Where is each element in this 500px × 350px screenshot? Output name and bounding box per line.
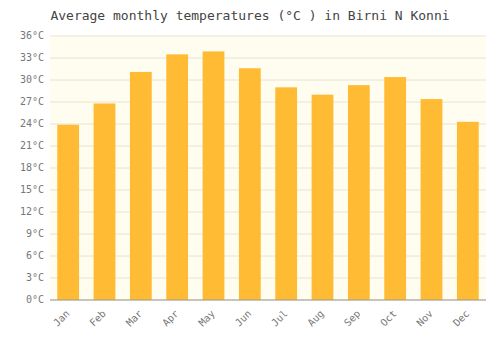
x-tick-label: Jul [269, 308, 290, 329]
grid-line [50, 80, 486, 81]
x-tick-label: Aug [305, 308, 326, 329]
bars [57, 51, 478, 300]
y-tick-labels: 0°C 3°C 6°C 9°C 12°C 15°C 18°C 21°C 24°C 27°C 30°C… [20, 30, 44, 305]
grid-line [50, 58, 486, 59]
y-tick-label: 24°C [20, 118, 44, 129]
y-tick-label: 36°C [20, 30, 44, 41]
x-tick-label: May [196, 308, 217, 329]
bar [421, 99, 443, 300]
bar [94, 103, 116, 300]
y-tick-label: 27°C [20, 96, 44, 107]
chart-container: 0°C 3°C 6°C 9°C 12°C 15°C 18°C 21°C 24°C 27°C 30°C… [0, 0, 500, 350]
y-grid [50, 36, 486, 300]
y-tick-label: 6°C [26, 250, 44, 261]
y-tick-label: 15°C [20, 184, 44, 195]
chart-svg: 0°C 3°C 6°C 9°C 12°C 15°C 18°C 21°C 24°C 27°C 30°C… [0, 0, 500, 350]
y-tick-label: 21°C [20, 140, 44, 151]
bar [130, 72, 152, 300]
x-tick-label: Jun [233, 308, 254, 329]
bar [57, 125, 79, 300]
y-tick-label: 0°C [26, 294, 44, 305]
bar [457, 122, 479, 300]
x-tick-label: Nov [414, 308, 435, 329]
x-tick-label: Jan [51, 308, 72, 329]
x-tick-label: Feb [87, 308, 108, 329]
x-tick-label: Sep [342, 308, 363, 329]
bar [384, 77, 406, 300]
y-tick-label: 12°C [20, 206, 44, 217]
bar [348, 85, 370, 300]
bar [239, 68, 261, 300]
y-tick-label: 30°C [20, 74, 44, 85]
x-tick-label: Oct [378, 308, 399, 329]
bar [203, 51, 225, 300]
bar [166, 54, 188, 300]
x-tick-label: Dec [451, 308, 472, 329]
bar [312, 95, 334, 300]
x-axis-line [50, 300, 486, 301]
x-tick-label: Apr [160, 308, 181, 329]
y-tick-label: 33°C [20, 52, 44, 63]
y-tick-label: 3°C [26, 272, 44, 283]
plot-background [50, 36, 486, 300]
bar [275, 87, 297, 300]
grid-line [50, 300, 486, 301]
y-tick-label: 18°C [20, 162, 44, 173]
grid-line [50, 36, 486, 37]
x-tick-labels: Jan Feb Mar Apr May Jun Jul Aug Sep Oct Nov Dec [51, 308, 471, 329]
chart-title: Average monthly temperatures (°C ) in Bi… [50, 8, 449, 23]
x-tick-label: Mar [124, 308, 145, 329]
y-tick-label: 9°C [26, 228, 44, 239]
